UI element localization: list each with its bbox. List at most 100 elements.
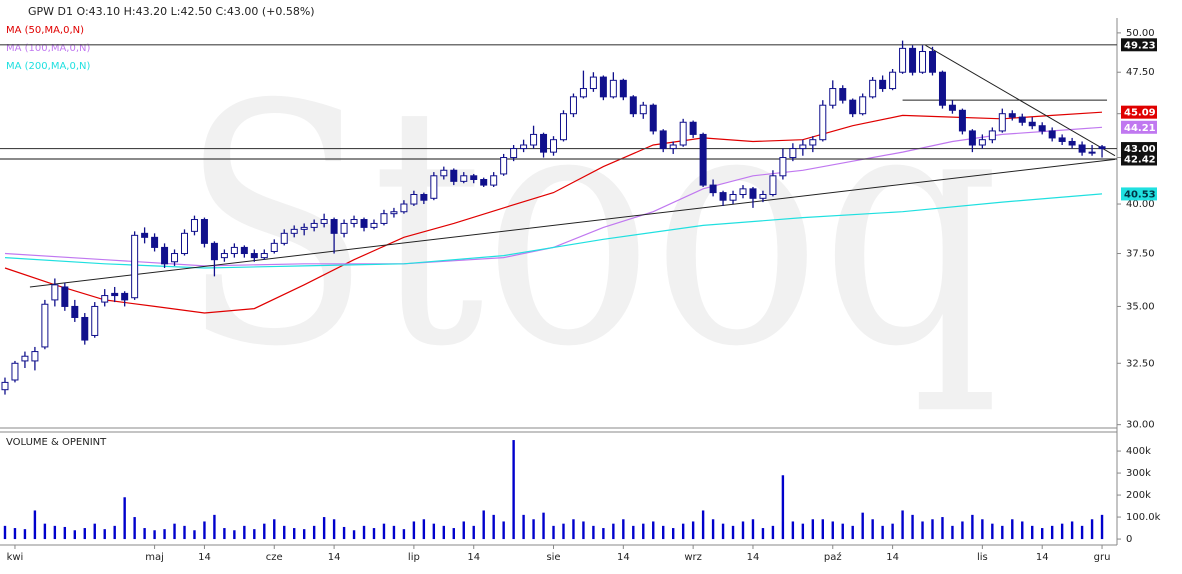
candle-body xyxy=(500,157,508,175)
x-tick-label: wrz xyxy=(684,552,702,563)
candle-body xyxy=(51,284,59,301)
chart-title: GPW D1 O:43.10 H:43.20 L:42.50 C:43.00 (… xyxy=(28,5,315,18)
x-tick-label: 14 xyxy=(886,552,899,563)
volume-bar xyxy=(293,528,296,540)
volume-bar xyxy=(731,525,735,540)
candle-body xyxy=(1008,113,1016,118)
x-tick-label: lis xyxy=(977,552,988,563)
candle-body xyxy=(1058,137,1066,142)
candle-body xyxy=(260,253,268,259)
volume-bar xyxy=(312,525,316,540)
candle-body xyxy=(739,188,747,196)
candle-body xyxy=(869,79,877,98)
volume-bar xyxy=(352,530,356,540)
candle-body xyxy=(230,246,238,255)
candle-body xyxy=(530,133,538,146)
x-tick-label: 14 xyxy=(1036,552,1049,563)
candle-body xyxy=(320,219,328,224)
volume-bar xyxy=(73,530,76,540)
volume-bar xyxy=(831,521,834,540)
candle-body xyxy=(619,79,627,98)
volume-bar xyxy=(1100,514,1104,540)
volume-bar xyxy=(133,517,136,540)
candle-body xyxy=(480,178,488,186)
volume-bar xyxy=(552,525,555,540)
x-tick-label: 14 xyxy=(198,552,211,563)
candle-body xyxy=(909,47,917,73)
volume-bar xyxy=(562,523,565,540)
volume-bar xyxy=(153,530,156,540)
candle-body xyxy=(540,133,548,153)
candle-body xyxy=(699,133,707,186)
candle-body xyxy=(520,144,528,150)
volume-bar xyxy=(632,525,635,540)
y-tick-label: 0 xyxy=(1126,534,1132,545)
volume-bar xyxy=(522,514,525,540)
value-tag xyxy=(1121,38,1157,52)
candle-body xyxy=(440,169,448,177)
volume-bar xyxy=(921,521,924,540)
candle-body xyxy=(1048,130,1056,139)
candle-body xyxy=(31,351,39,362)
volume-bar xyxy=(821,519,824,540)
volume-bar xyxy=(83,528,86,540)
volume-bar xyxy=(143,528,146,540)
volume-bar xyxy=(652,521,655,540)
volume-bar xyxy=(1041,528,1044,540)
candle-body xyxy=(151,236,159,248)
volume-bar xyxy=(1070,521,1074,540)
candle-body xyxy=(490,175,498,186)
candle-body xyxy=(270,242,278,252)
ma-line xyxy=(4,126,1103,267)
volume-bar xyxy=(721,523,725,540)
candle-body xyxy=(859,96,867,115)
y-tick-label: 47.50 xyxy=(1126,67,1155,78)
y-tick-label: 37.50 xyxy=(1126,249,1155,260)
value-tag-label: 40.53 xyxy=(1124,189,1156,200)
value-tag-label: 49.23 xyxy=(1124,40,1156,51)
volume-bar xyxy=(572,519,575,540)
candle-body xyxy=(1098,146,1106,150)
candle-body xyxy=(290,228,298,234)
value-tag xyxy=(1121,142,1157,156)
volume-bar xyxy=(482,510,485,540)
value-tag xyxy=(1121,187,1157,201)
volume-bar xyxy=(332,519,336,540)
volume-bar xyxy=(851,525,854,540)
candle-body xyxy=(1018,116,1026,123)
candle-body xyxy=(161,246,169,265)
volume-bar xyxy=(422,519,426,540)
candle-body xyxy=(659,130,667,150)
value-tag-label: 43.00 xyxy=(1124,144,1156,155)
volume-bar xyxy=(801,523,805,540)
volume-bar xyxy=(382,523,386,540)
candle-body xyxy=(889,71,897,90)
volume-bar xyxy=(1021,521,1024,540)
candle-body xyxy=(350,219,358,224)
candle-body xyxy=(948,104,956,111)
volume-bar xyxy=(462,521,465,540)
volume-bar xyxy=(532,519,535,540)
candle-body xyxy=(629,96,637,115)
candle-body xyxy=(1,381,9,391)
volume-bar xyxy=(123,497,126,540)
volume-bar xyxy=(23,529,27,540)
candle-body xyxy=(938,71,946,106)
candle-body xyxy=(71,305,79,318)
value-tag-label: 42.42 xyxy=(1124,154,1156,165)
candle-body xyxy=(1078,144,1086,153)
candle-body xyxy=(599,76,607,98)
volume-bar xyxy=(542,512,545,540)
candle-body xyxy=(550,139,558,153)
y-tick-label: 200k xyxy=(1126,490,1151,501)
volume-bar xyxy=(891,523,894,540)
volume-bar xyxy=(971,514,974,540)
candle-body xyxy=(759,194,767,199)
candle-body xyxy=(330,219,338,234)
candle-body xyxy=(81,316,89,341)
x-tick-label: cze xyxy=(266,552,283,563)
candle-body xyxy=(250,253,258,259)
volume-bar xyxy=(761,528,765,540)
candle-body xyxy=(1028,121,1036,127)
candle-body xyxy=(360,219,368,228)
